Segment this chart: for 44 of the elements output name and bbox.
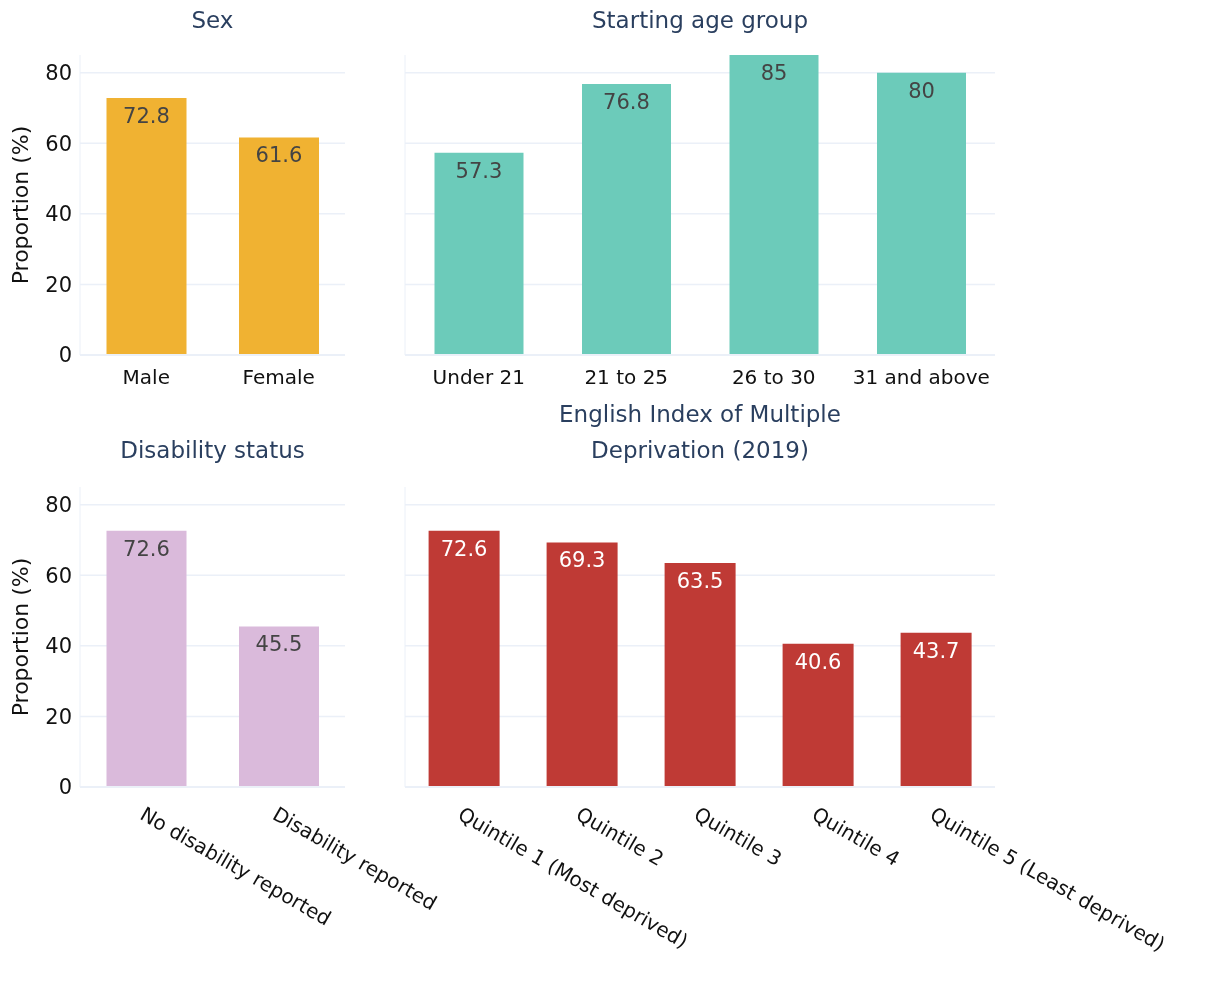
y-tick-label: 0 — [58, 775, 72, 800]
bar — [782, 643, 854, 787]
y-axis-title: Proportion (%) — [7, 557, 33, 717]
y-tick-label: 60 — [45, 131, 72, 156]
x-tick-label: 21 to 25 — [584, 365, 669, 390]
bar — [877, 72, 966, 355]
data-label: 80 — [908, 78, 935, 103]
data-label: 85 — [760, 60, 788, 85]
y-tick-label: 20 — [45, 704, 72, 729]
y-tick-label: 0 — [58, 343, 72, 368]
y-axis-title: Proportion (%) — [7, 125, 33, 285]
bar — [546, 542, 618, 787]
y-tick-label: 20 — [45, 272, 72, 297]
y-tick-label: 80 — [45, 61, 72, 86]
data-label: 40.6 — [794, 649, 842, 674]
chart-title: Sex — [190, 6, 235, 35]
data-label: 76.8 — [603, 89, 650, 114]
chart-title: Starting age group — [591, 6, 809, 35]
data-label: 69.3 — [558, 548, 606, 573]
y-tick-label: 40 — [45, 202, 72, 227]
y-tick-label: 60 — [45, 563, 72, 588]
bar — [664, 562, 736, 787]
data-label: 45.5 — [255, 632, 303, 657]
data-label: 72.6 — [440, 536, 488, 561]
data-label: 57.3 — [455, 158, 503, 183]
data-label: 43.7 — [912, 638, 960, 663]
chart-title: Disability status — [119, 436, 306, 465]
x-tick-label: 26 to 30 — [731, 365, 816, 390]
bar — [729, 55, 819, 355]
data-label: 63.5 — [676, 568, 724, 593]
bar — [428, 530, 500, 787]
x-tick-label: 31 and above — [852, 365, 990, 390]
y-tick-label: 40 — [45, 634, 72, 659]
chart-title: English Index of Multiple Deprivation (2019) — [558, 400, 842, 465]
y-tick-label: 80 — [45, 493, 72, 518]
x-tick-label: Under 21 — [432, 365, 525, 390]
x-tick-label: Female — [242, 365, 315, 390]
bar — [900, 632, 972, 787]
data-label: 72.6 — [123, 536, 170, 561]
bar — [582, 83, 671, 355]
data-label: 72.8 — [123, 103, 170, 128]
bar — [434, 152, 524, 355]
data-label: 61.6 — [255, 143, 303, 168]
x-tick-label: Male — [122, 365, 170, 390]
